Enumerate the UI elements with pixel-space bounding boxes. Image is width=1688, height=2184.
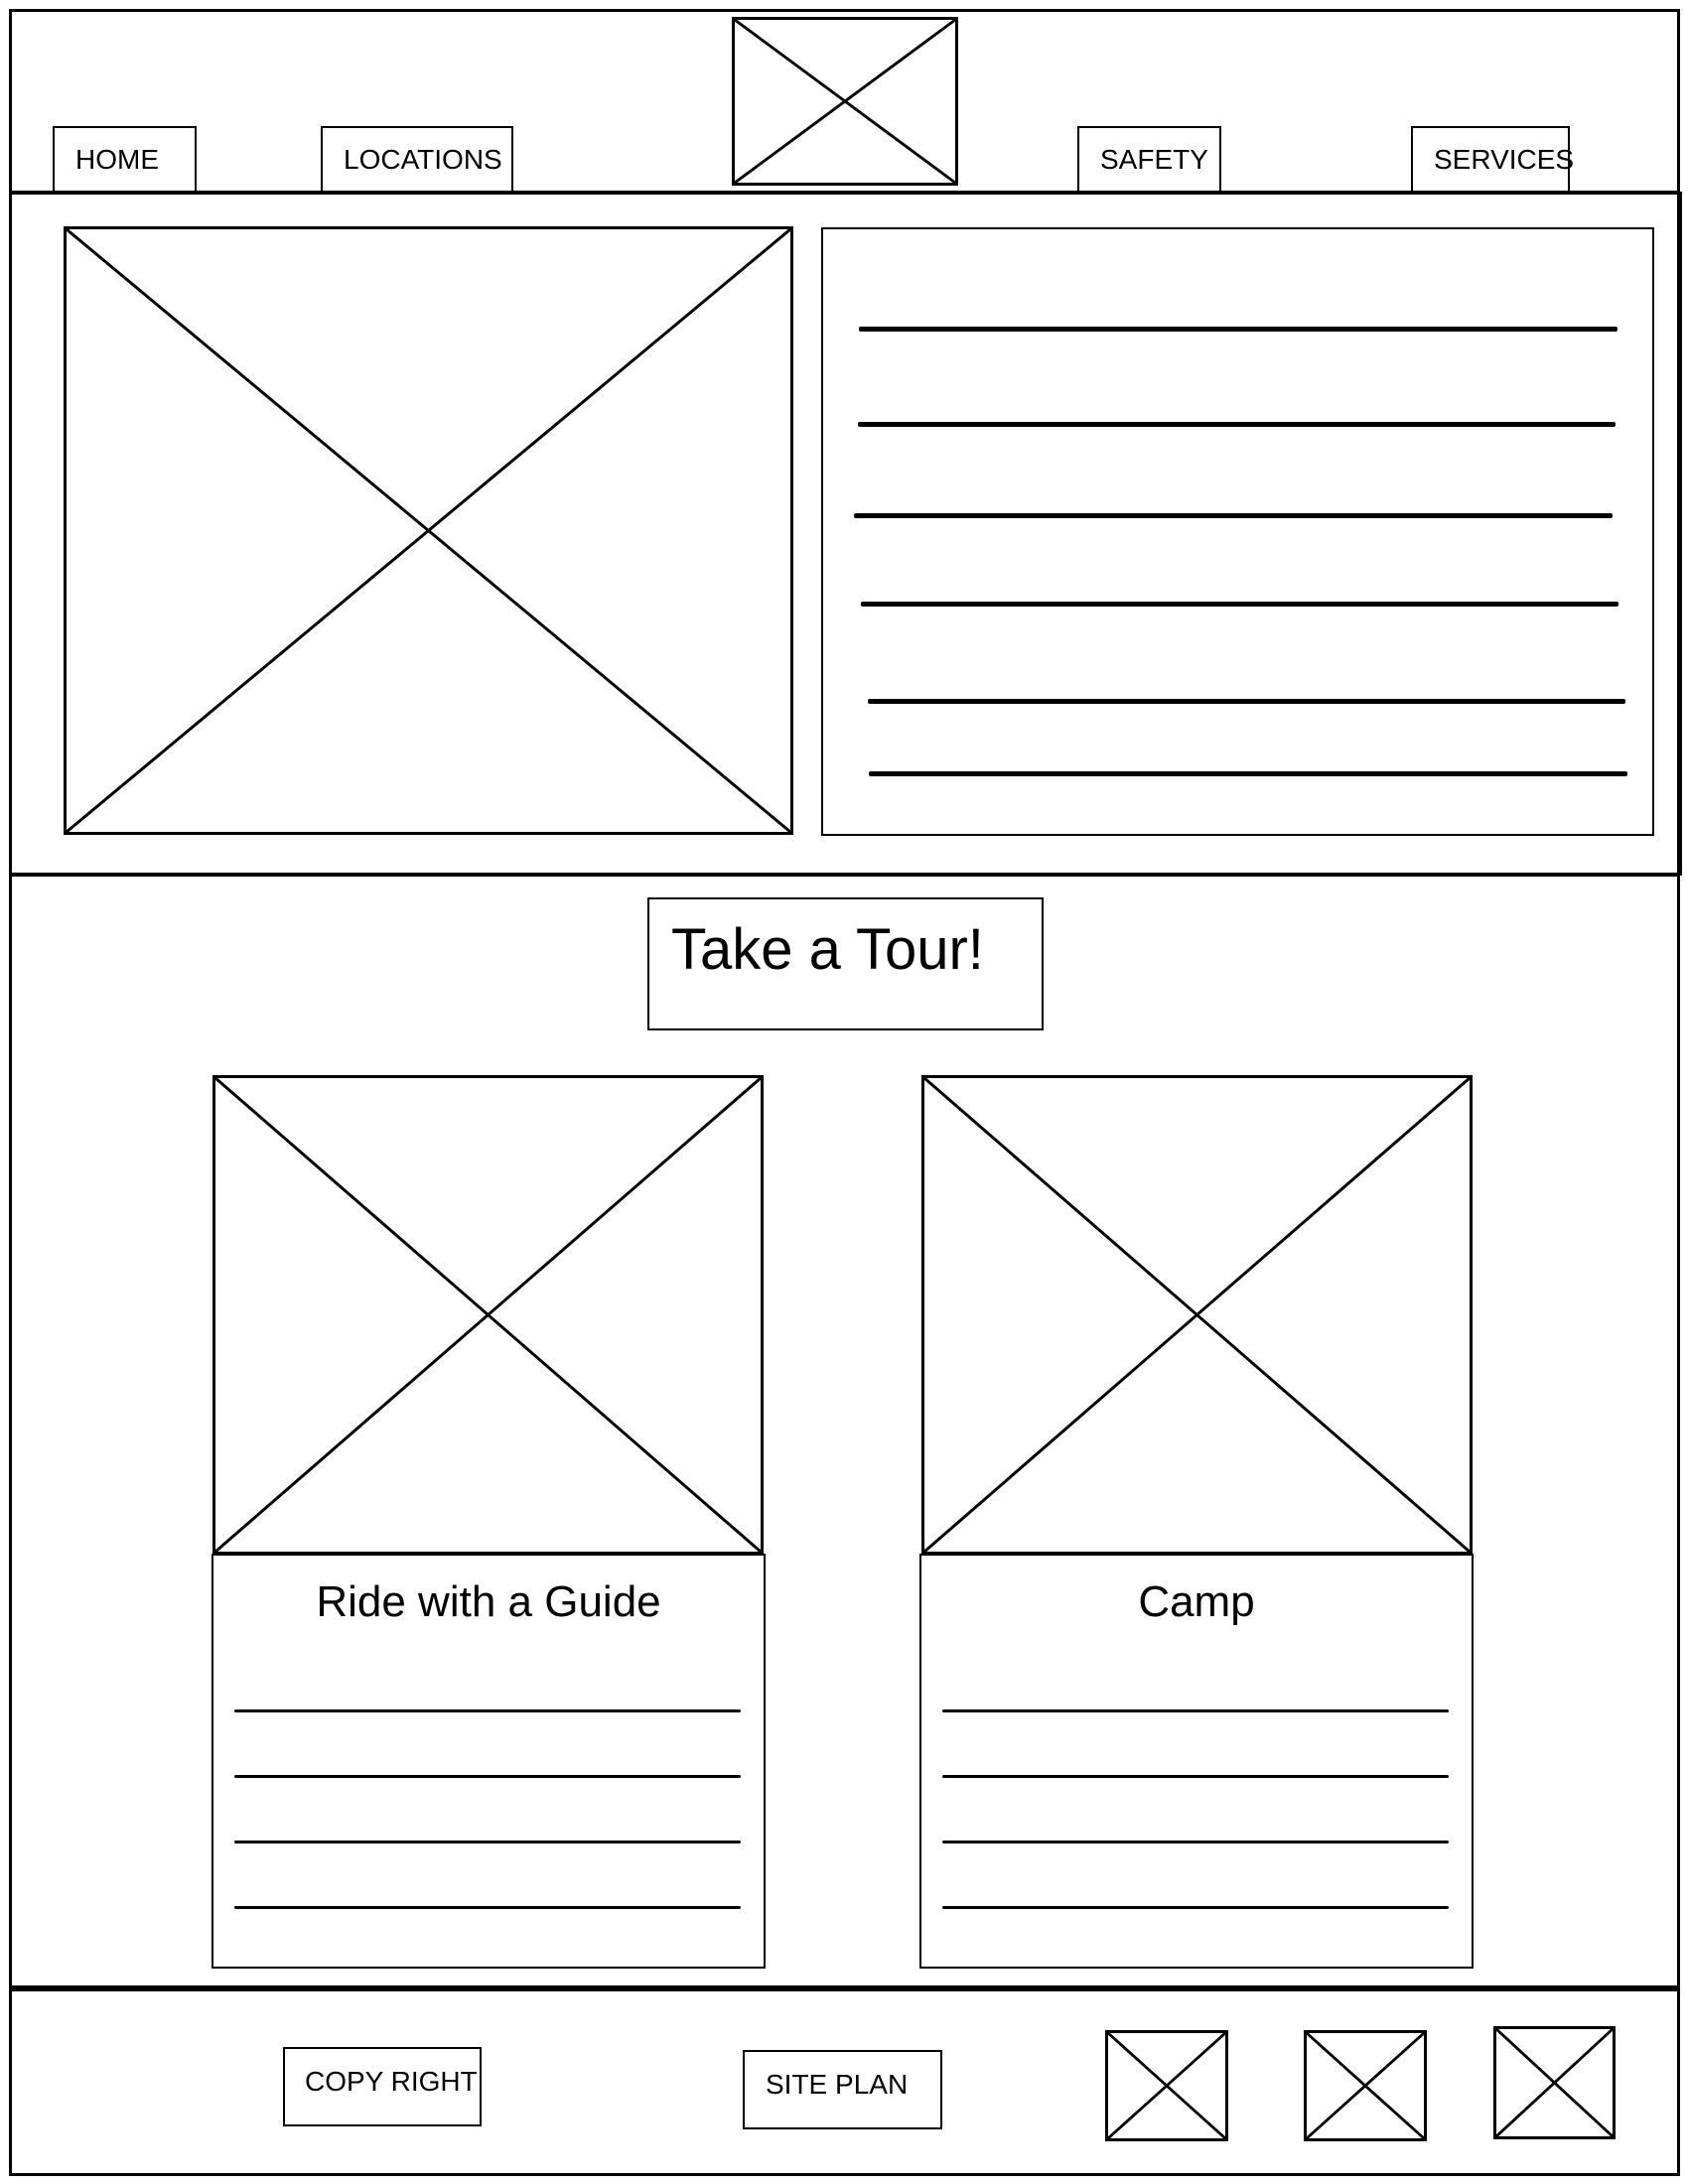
camp-card-image xyxy=(921,1075,1473,1555)
nav-services-button[interactable]: SERVICES xyxy=(1411,126,1574,194)
hero-text-line xyxy=(858,422,1616,427)
nav-safety-button[interactable]: SAFETY xyxy=(1077,126,1221,194)
camp-card-text-line xyxy=(942,1709,1449,1712)
image-placeholder-icon xyxy=(214,1076,762,1554)
siteplan-label: SITE PLAN xyxy=(766,2069,909,2100)
siteplan-link[interactable]: SITE PLAN xyxy=(743,2050,942,2129)
camp-card-body: Camp xyxy=(919,1554,1474,1969)
camp-card-text-line xyxy=(942,1841,1449,1843)
camp-card-title: Camp xyxy=(1138,1577,1255,1626)
nav-services-label: SERVICES xyxy=(1434,144,1575,175)
social-icon-2[interactable] xyxy=(1304,2030,1427,2141)
nav-locations-button[interactable]: LOCATIONS xyxy=(321,126,513,194)
ride-card-body: Ride with a Guide xyxy=(211,1554,766,1969)
social-icon-3[interactable] xyxy=(1493,2026,1616,2139)
nav-home-button[interactable]: HOME xyxy=(53,126,197,194)
ride-card-text-line xyxy=(234,1775,741,1778)
image-placeholder-icon xyxy=(66,227,791,834)
ride-card-text-line xyxy=(234,1709,741,1712)
tour-heading-box: Take a Tour! xyxy=(647,897,1044,1030)
nav-home-label: HOME xyxy=(75,144,159,175)
ride-card-title: Ride with a Guide xyxy=(316,1577,661,1626)
nav-safety-label: SAFETY xyxy=(1100,144,1208,175)
hero-text-line xyxy=(854,513,1613,518)
nav-locations-label: LOCATIONS xyxy=(344,144,502,175)
social-placeholder-icon xyxy=(1306,2031,1425,2140)
social-placeholder-icon xyxy=(1107,2031,1226,2140)
image-placeholder-icon xyxy=(923,1076,1471,1554)
hero-text-panel xyxy=(821,227,1654,836)
image-placeholder-icon xyxy=(734,18,956,185)
logo-placeholder xyxy=(732,17,958,186)
ride-card-image xyxy=(212,1075,764,1555)
ride-card-text-line xyxy=(234,1841,741,1843)
social-icon-1[interactable] xyxy=(1105,2030,1228,2141)
copyright-label: COPY RIGHT xyxy=(305,2066,478,2097)
social-placeholder-icon xyxy=(1495,2027,1614,2138)
hero-text-line xyxy=(861,602,1618,607)
hero-text-line xyxy=(868,699,1625,704)
ride-card-text-line xyxy=(234,1906,741,1909)
tour-heading: Take a Tour! xyxy=(671,917,984,982)
footer xyxy=(9,1986,1680,2176)
camp-card-text-line xyxy=(942,1775,1449,1778)
camp-card-text-line xyxy=(942,1906,1449,1909)
hero-text-line xyxy=(869,771,1627,776)
hero-image-placeholder xyxy=(64,226,793,835)
copyright-link[interactable]: COPY RIGHT xyxy=(283,2047,482,2126)
hero-text-line xyxy=(859,327,1618,332)
